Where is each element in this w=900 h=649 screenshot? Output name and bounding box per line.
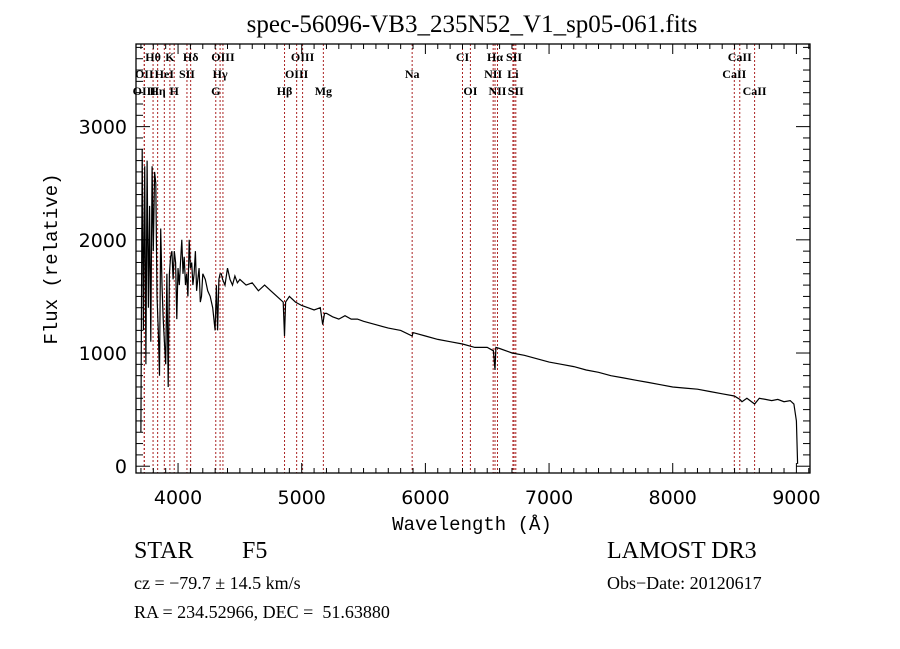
line-label: K: [165, 50, 175, 64]
chart-title: spec-56096-VB3_235N52_V1_sp05-061.fits: [247, 11, 698, 38]
x-axis-title: Wavelength (Å): [392, 514, 552, 536]
object-subclass: F5: [242, 538, 268, 564]
line-label: CI: [456, 50, 470, 64]
axis-ticks: [136, 44, 810, 473]
line-label: CaII: [728, 50, 752, 64]
line-label: OIII: [285, 67, 309, 81]
line-label: SII: [508, 84, 524, 98]
line-label: G: [211, 84, 220, 98]
spectrum-series-line: [140, 149, 799, 464]
line-label: Mg: [315, 84, 332, 98]
x-tick-label: 5000: [278, 487, 326, 509]
spectrum-layer: [140, 149, 799, 464]
line-label: Hη: [150, 84, 166, 98]
line-label: HeI: [155, 67, 175, 81]
line-label: OI: [463, 84, 477, 98]
x-tick-label: 6000: [401, 487, 449, 509]
line-label: Na: [405, 67, 420, 81]
line-label: Li: [507, 67, 519, 81]
redshift-value: cz = −79.7 ± 14.5 km/s: [134, 573, 301, 593]
x-tick-labels: 4000 5000 6000 7000 8000 9000: [154, 487, 821, 509]
coordinates: RA = 234.52966, DEC = 51.63880: [134, 602, 390, 622]
line-label: Hγ: [213, 67, 228, 81]
line-label: OIII: [211, 50, 235, 64]
line-label: Hθ: [145, 50, 161, 64]
line-label: OIII: [291, 50, 315, 64]
x-tick-label: 4000: [154, 487, 202, 509]
line-label: OII: [135, 67, 154, 81]
line-label: CaII: [722, 67, 746, 81]
line-label: NII: [488, 84, 506, 98]
line-label: CaII: [743, 84, 767, 98]
y-tick-label: 0: [115, 456, 127, 478]
x-tick-label: 8000: [649, 487, 697, 509]
line-label: NII: [484, 67, 502, 81]
line-label: Hα: [487, 50, 503, 64]
line-label: Hδ: [183, 50, 199, 64]
line-label: SII: [179, 67, 195, 81]
y-axis-title: Flux (relative): [41, 173, 63, 344]
survey-name: LAMOST DR3: [607, 538, 757, 564]
x-tick-label: 7000: [525, 487, 573, 509]
line-label: Hβ: [277, 84, 293, 98]
y-tick-label: 2000: [79, 230, 127, 252]
x-tick-label: 9000: [772, 487, 820, 509]
line-label: OIII: [133, 84, 157, 98]
object-class: STAR: [134, 538, 194, 564]
observation-date: Obs−Date: 20120617: [607, 573, 762, 593]
y-tick-label: 3000: [79, 117, 127, 139]
y-tick-labels: 0 1000 2000 3000: [79, 117, 127, 479]
plot-frame: [135, 43, 811, 474]
line-label: H: [170, 84, 180, 98]
y-tick-label: 1000: [79, 343, 127, 365]
spectral-line-markers: [143, 44, 756, 473]
line-label: SII: [506, 50, 522, 64]
